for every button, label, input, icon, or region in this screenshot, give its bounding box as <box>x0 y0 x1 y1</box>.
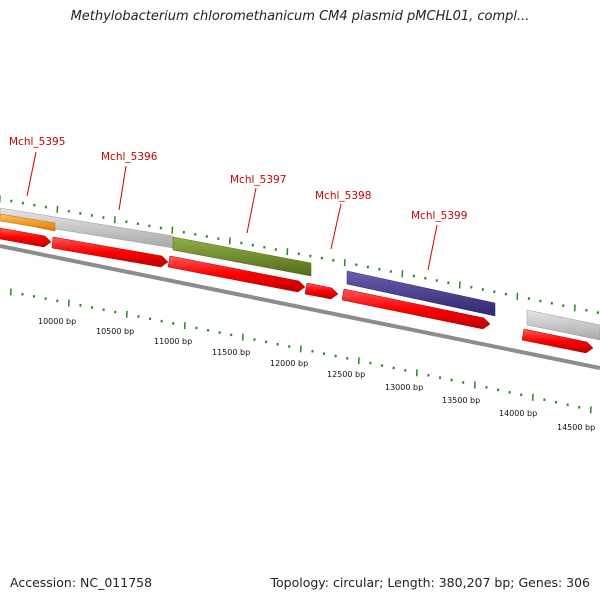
feature-band-orange-top <box>0 213 56 231</box>
ruler-tick-row <box>9 288 592 414</box>
ruler-label-13500: 13500 bp <box>442 396 480 405</box>
upper-tick-row <box>0 195 599 314</box>
topology-summary: Topology: circular; Length: 380,207 bp; … <box>270 575 591 590</box>
gene-arrow-4[interactable] <box>304 282 339 300</box>
feature-band-gray-2 <box>526 309 600 341</box>
gene-label-mchl-5398[interactable]: Mchl_5398 <box>315 190 371 202</box>
ruler-label-14000: 14000 bp <box>499 409 537 418</box>
ruler-label-10000: 10000 bp <box>38 317 76 326</box>
ruler-label-12500: 12500 bp <box>327 370 365 379</box>
ruler-label-11500: 11500 bp <box>212 348 250 357</box>
gene-label-leaders <box>26 151 438 271</box>
backbone-line <box>0 244 600 370</box>
gene-label-mchl-5395[interactable]: Mchl_5395 <box>9 136 65 148</box>
gene-label-mchl-5397[interactable]: Mchl_5397 <box>230 174 286 186</box>
feature-band-purple <box>346 270 496 317</box>
ruler-label-12000: 12000 bp <box>270 359 308 368</box>
ruler-label-13000: 13000 bp <box>385 383 423 392</box>
gene-arrow-6[interactable] <box>521 328 594 354</box>
ruler-label-14500: 14500 bp <box>557 423 595 432</box>
gene-arrow-3[interactable] <box>167 255 306 293</box>
gene-arrow-5[interactable] <box>341 288 491 330</box>
gene-arrow-1[interactable] <box>0 227 52 248</box>
feature-band-olive <box>172 236 312 277</box>
gene-arrow-2[interactable] <box>51 236 169 268</box>
gene-label-mchl-5396[interactable]: Mchl_5396 <box>101 151 158 163</box>
gene-arrows <box>0 227 594 354</box>
accession-text: Accession: NC_011758 <box>10 575 153 590</box>
gene-labels: Mchl_5395 Mchl_5396 Mchl_5397 Mchl_5398 … <box>9 136 467 222</box>
ruler-labels: 10000 bp 10500 bp 11000 bp 11500 bp 1200… <box>38 317 595 432</box>
gene-label-mchl-5399[interactable]: Mchl_5399 <box>411 210 467 222</box>
map-title: Methylobacterium chloromethanicum CM4 pl… <box>70 9 530 24</box>
ruler-label-10500: 10500 bp <box>96 327 134 336</box>
ruler-label-11000: 11000 bp <box>154 337 192 346</box>
